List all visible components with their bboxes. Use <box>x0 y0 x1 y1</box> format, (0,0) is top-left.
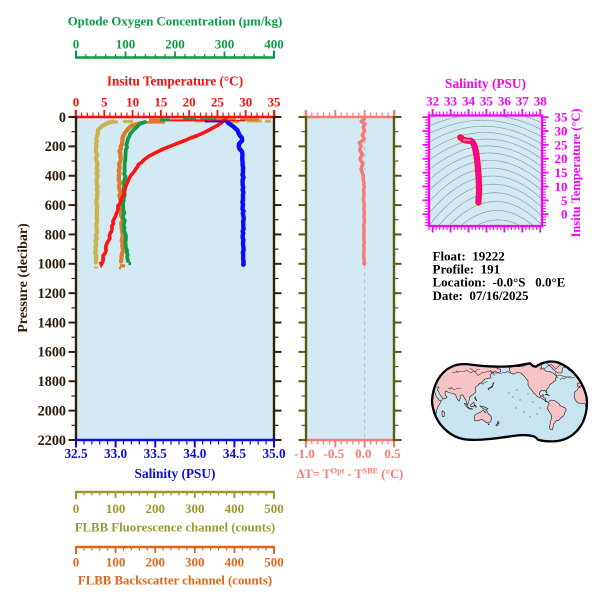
svg-text:Insitu Temperature (°C): Insitu Temperature (°C) <box>107 73 243 88</box>
svg-text:15: 15 <box>154 94 168 109</box>
svg-text:38: 38 <box>534 93 548 108</box>
svg-text:400: 400 <box>45 169 66 185</box>
svg-text:500: 500 <box>264 554 284 569</box>
svg-text:0: 0 <box>73 94 80 109</box>
svg-text:10: 10 <box>126 94 139 109</box>
svg-text:0: 0 <box>73 36 80 51</box>
svg-text:200: 200 <box>145 501 165 516</box>
svg-text:Optode Oxygen Concentration (µ: Optode Oxygen Concentration (µm/kg) <box>68 15 283 29</box>
svg-text:2000: 2000 <box>38 403 66 419</box>
svg-text:FLBB Backscatter channel (coun: FLBB Backscatter channel (counts) <box>78 574 272 588</box>
svg-text:1600: 1600 <box>38 345 66 361</box>
svg-text:800: 800 <box>45 227 66 243</box>
svg-text:5: 5 <box>101 94 108 109</box>
svg-text:300: 300 <box>185 554 205 569</box>
svg-text:Insitu Temperature (°C): Insitu Temperature (°C) <box>569 108 583 237</box>
svg-text:400: 400 <box>225 554 245 569</box>
svg-text:32.5: 32.5 <box>64 446 87 461</box>
svg-text:ΔT= TOpt - TSBE (°C): ΔT= TOpt - TSBE (°C) <box>297 467 403 481</box>
svg-text:100: 100 <box>106 501 126 516</box>
svg-text:35: 35 <box>480 93 494 108</box>
svg-text:0: 0 <box>561 207 568 222</box>
svg-text:1000: 1000 <box>38 257 66 273</box>
svg-text:300: 300 <box>215 36 235 51</box>
svg-text:1200: 1200 <box>38 286 66 302</box>
svg-text:400: 400 <box>264 36 284 51</box>
svg-text:33.0: 33.0 <box>104 446 127 461</box>
svg-text:Profile: 191: Profile: 191 <box>433 262 501 277</box>
svg-text:500: 500 <box>264 501 284 516</box>
svg-text:0.5: 0.5 <box>384 446 401 461</box>
svg-text:34: 34 <box>462 93 476 108</box>
svg-text:10: 10 <box>555 179 568 194</box>
svg-text:34.5: 34.5 <box>223 446 246 461</box>
svg-text:-1.0: -1.0 <box>294 446 315 461</box>
svg-text:32: 32 <box>426 93 439 108</box>
svg-text:200: 200 <box>145 554 165 569</box>
svg-text:33: 33 <box>444 93 458 108</box>
svg-text:0: 0 <box>73 501 80 516</box>
svg-text:30: 30 <box>555 123 568 138</box>
svg-text:0: 0 <box>59 110 66 126</box>
svg-text:1400: 1400 <box>38 315 66 331</box>
svg-text:400: 400 <box>225 501 245 516</box>
svg-text:600: 600 <box>45 198 66 214</box>
svg-text:-0.5: -0.5 <box>324 446 345 461</box>
svg-text:20: 20 <box>183 94 196 109</box>
svg-text:25: 25 <box>555 137 569 152</box>
svg-text:Pressure (decibar): Pressure (decibar) <box>16 223 31 333</box>
svg-text:200: 200 <box>45 139 66 155</box>
svg-text:25: 25 <box>211 94 225 109</box>
svg-text:Salinity (PSU): Salinity (PSU) <box>445 76 526 91</box>
svg-text:30: 30 <box>239 94 252 109</box>
svg-text:34.0: 34.0 <box>183 446 206 461</box>
svg-text:100: 100 <box>116 36 136 51</box>
svg-text:15: 15 <box>555 165 569 180</box>
svg-text:100: 100 <box>106 554 126 569</box>
svg-text:1800: 1800 <box>38 374 66 390</box>
svg-text:0.0: 0.0 <box>355 446 371 461</box>
svg-text:37: 37 <box>516 93 530 108</box>
svg-text:35.0: 35.0 <box>262 446 285 461</box>
svg-text:5: 5 <box>561 193 568 208</box>
svg-text:33.5: 33.5 <box>144 446 167 461</box>
svg-text:0: 0 <box>73 554 80 569</box>
svg-text:Date: 07/16/2025: Date: 07/16/2025 <box>433 288 530 303</box>
svg-text:2200: 2200 <box>38 433 66 449</box>
svg-text:FLBB Fluorescence channel (cou: FLBB Fluorescence channel (counts) <box>75 520 276 534</box>
svg-text:Salinity (PSU): Salinity (PSU) <box>135 466 216 481</box>
svg-text:Location: -0.0°S 0.0°E: Location: -0.0°S 0.0°E <box>433 275 566 290</box>
svg-text:Float: 19222: Float: 19222 <box>433 248 505 263</box>
svg-text:35: 35 <box>555 110 569 125</box>
svg-text:35: 35 <box>268 94 282 109</box>
svg-text:300: 300 <box>185 501 205 516</box>
svg-text:200: 200 <box>165 36 185 51</box>
svg-text:20: 20 <box>555 151 568 166</box>
svg-text:36: 36 <box>498 93 512 108</box>
